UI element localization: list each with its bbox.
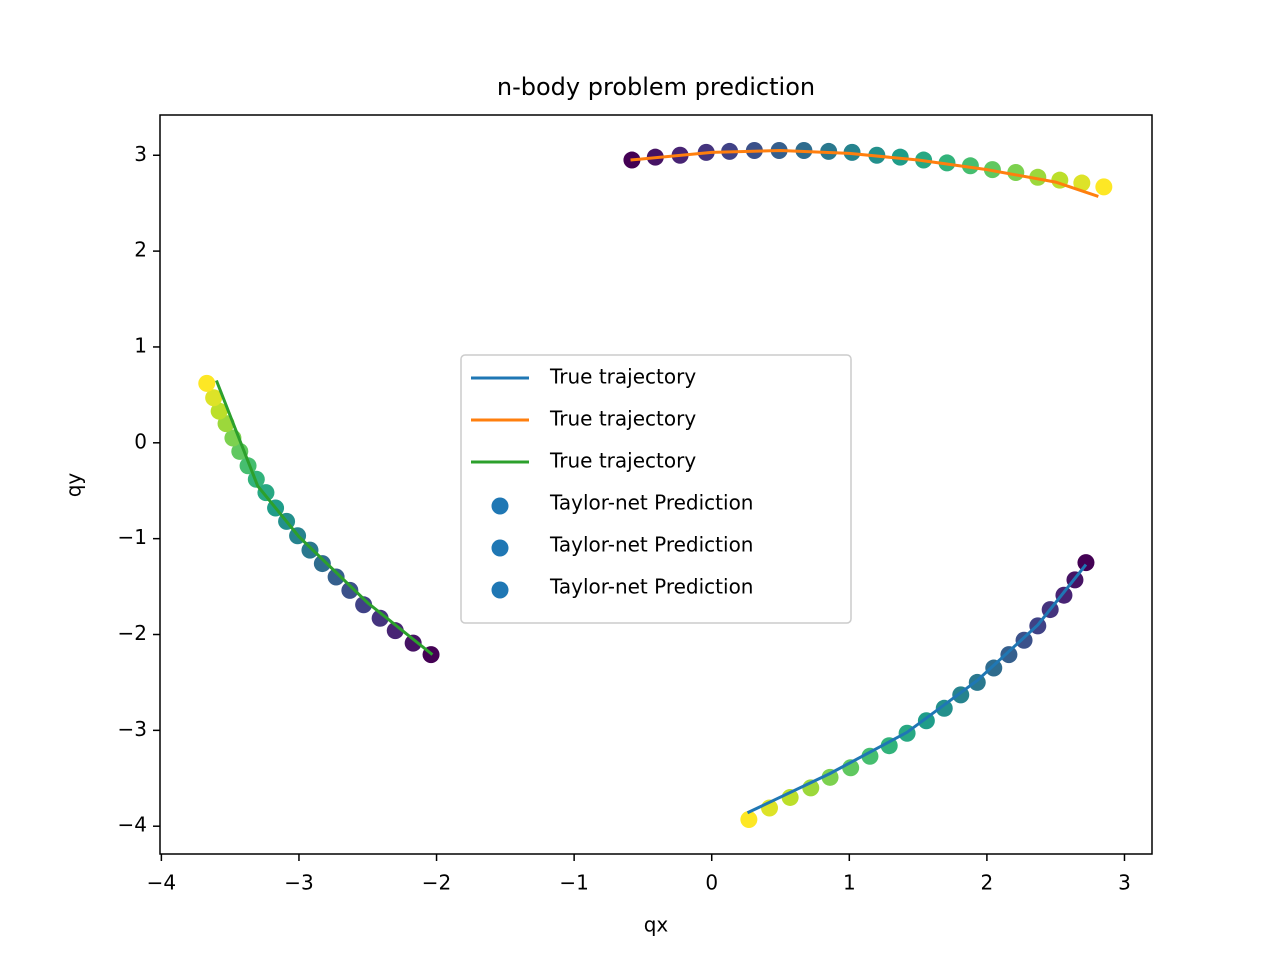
prediction-point — [198, 374, 216, 392]
prediction-point — [301, 541, 319, 559]
prediction-point — [371, 609, 389, 627]
y-tick-label: −3 — [118, 717, 147, 741]
x-tick-label: −2 — [422, 871, 451, 895]
y-tick-label: 2 — [134, 238, 147, 262]
legend: True trajectory True trajectory True traje… — [460, 354, 852, 624]
prediction-point — [1077, 554, 1095, 572]
x-tick-label: 2 — [981, 871, 994, 895]
x-tick-label: −3 — [284, 871, 313, 895]
legend-marker — [491, 539, 509, 557]
x-tick-label: 0 — [705, 871, 718, 895]
prediction-point — [861, 747, 879, 765]
y-tick-label: 1 — [134, 333, 147, 357]
prediction-point — [740, 810, 758, 828]
prediction-point — [355, 596, 373, 614]
prediction-point — [880, 737, 898, 755]
plot-area — [198, 141, 1113, 828]
prediction-point — [210, 402, 228, 420]
prediction-point — [404, 634, 422, 652]
y-tick-label: −4 — [118, 813, 147, 837]
prediction-point — [257, 484, 275, 502]
legend-label: Taylor-net Prediction — [549, 575, 754, 599]
prediction-point — [935, 699, 953, 717]
legend-marker — [491, 497, 509, 515]
y-axis-label: qy — [62, 473, 86, 498]
prediction-point — [985, 659, 1003, 677]
x-axis-label: qx — [644, 913, 669, 937]
legend-label: Taylor-net Prediction — [549, 533, 754, 557]
x-tick-label: 3 — [1118, 871, 1131, 895]
prediction-point — [205, 389, 223, 407]
legend-label: True trajectory — [549, 365, 696, 389]
legend-box — [460, 354, 852, 624]
legend-marker — [491, 581, 509, 599]
y-tick-label: −1 — [118, 525, 147, 549]
prediction-point — [1095, 178, 1113, 196]
legend-label: Taylor-net Prediction — [549, 491, 754, 515]
prediction-point — [961, 157, 979, 175]
prediction-point — [313, 555, 331, 573]
prediction-point — [327, 568, 345, 586]
true-trajectory — [630, 148, 1099, 198]
prediction-point — [1073, 174, 1091, 192]
prediction-point — [1029, 168, 1047, 186]
true-trajectory — [746, 563, 1088, 815]
x-tick-label: −1 — [559, 871, 588, 895]
y-tick-label: 3 — [134, 142, 147, 166]
prediction-point — [821, 768, 839, 786]
y-tick-label: −2 — [118, 621, 147, 645]
prediction-point — [1000, 646, 1018, 664]
prediction-point — [1015, 631, 1033, 649]
legend-label: True trajectory — [549, 449, 696, 473]
true-trajectory — [215, 379, 434, 656]
legend-label: True trajectory — [549, 407, 696, 431]
plot-frame — [159, 114, 1153, 855]
y-tick-label: 0 — [134, 429, 147, 453]
chart-title: n-body problem prediction — [497, 73, 815, 101]
x-tick-label: 1 — [843, 871, 856, 895]
x-tick-label: −4 — [147, 871, 176, 895]
prediction-point — [341, 581, 359, 599]
